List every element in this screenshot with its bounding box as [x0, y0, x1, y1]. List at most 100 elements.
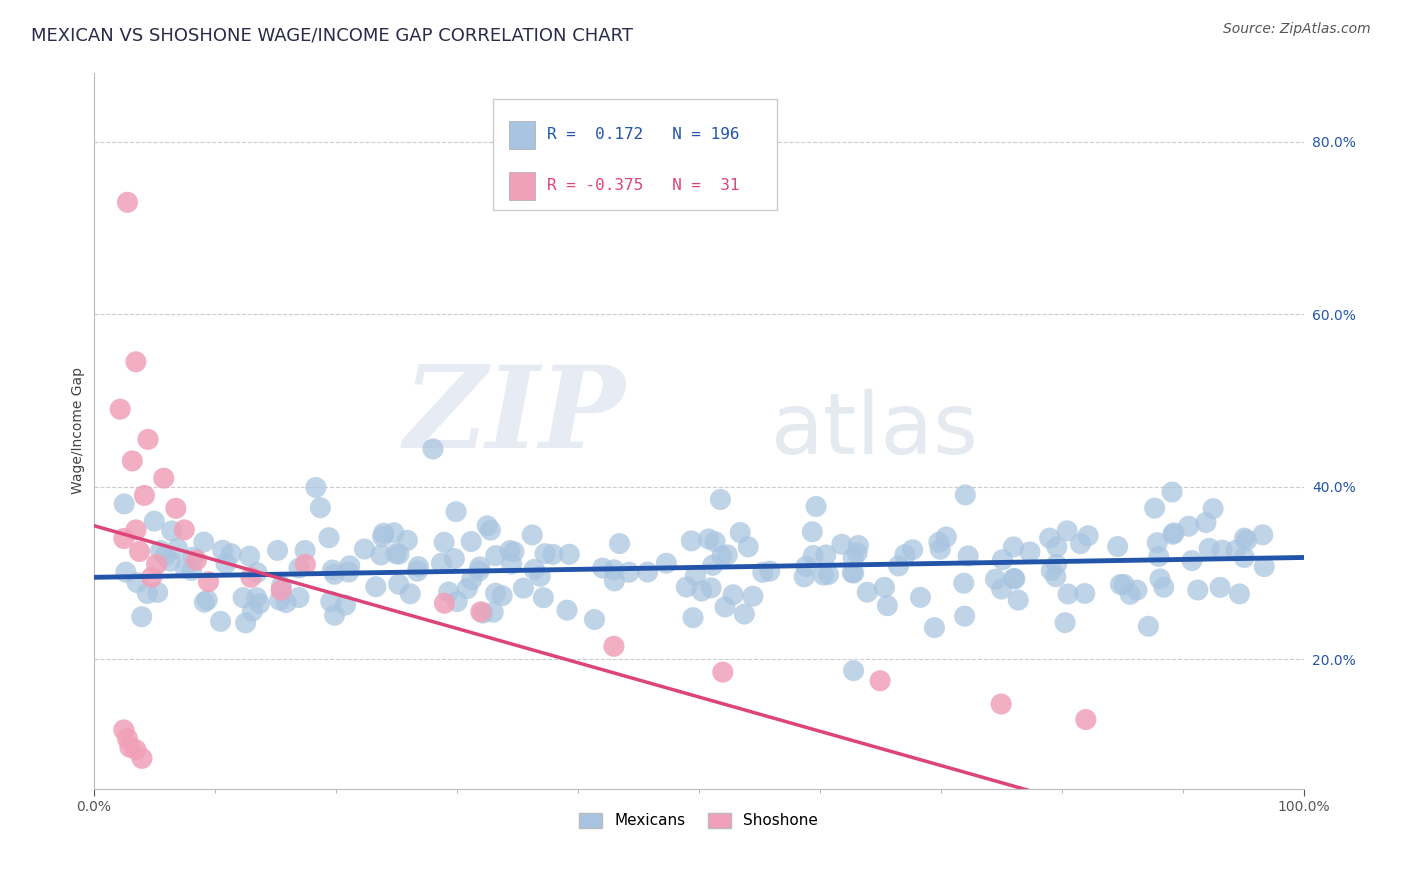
- Point: [141, 570, 163, 584]
- Point: [270, 579, 292, 593]
- Point: [801, 524, 824, 539]
- Point: [149, 543, 172, 558]
- Point: [876, 599, 898, 613]
- Point: [856, 585, 879, 599]
- Point: [1069, 537, 1091, 551]
- Point: [1054, 615, 1077, 630]
- Point: [240, 604, 263, 618]
- Point: [682, 610, 704, 624]
- Point: [704, 534, 727, 549]
- Point: [685, 568, 707, 582]
- Point: [294, 543, 316, 558]
- Point: [555, 603, 578, 617]
- Point: [433, 535, 456, 549]
- Point: [118, 740, 141, 755]
- Point: [209, 615, 232, 629]
- Point: [479, 523, 502, 537]
- Point: [990, 582, 1012, 596]
- Point: [681, 533, 703, 548]
- Point: [1074, 586, 1097, 600]
- Point: [1161, 527, 1184, 541]
- Point: [583, 613, 606, 627]
- Point: [183, 550, 205, 565]
- Point: [928, 535, 950, 549]
- Point: [270, 583, 292, 598]
- Point: [1187, 582, 1209, 597]
- Point: [1002, 572, 1025, 586]
- Point: [935, 530, 957, 544]
- Point: [721, 588, 744, 602]
- Point: [1251, 528, 1274, 542]
- Point: [112, 723, 135, 737]
- Text: ZIP: ZIP: [404, 361, 626, 472]
- Point: [125, 743, 148, 757]
- Point: [894, 548, 917, 562]
- Point: [1229, 587, 1251, 601]
- Point: [1149, 572, 1171, 586]
- Point: [446, 594, 468, 608]
- Point: [339, 558, 361, 573]
- Point: [1045, 558, 1067, 572]
- Point: [737, 540, 759, 554]
- Point: [697, 532, 720, 546]
- Point: [1112, 577, 1135, 591]
- Point: [443, 551, 465, 566]
- Point: [159, 554, 181, 568]
- Point: [541, 547, 564, 561]
- Point: [318, 531, 340, 545]
- Point: [121, 454, 143, 468]
- Point: [174, 561, 197, 575]
- Point: [813, 568, 835, 582]
- Point: [817, 567, 839, 582]
- Point: [901, 542, 924, 557]
- Point: [115, 565, 138, 579]
- Point: [1107, 540, 1129, 554]
- Point: [952, 576, 974, 591]
- Point: [1040, 564, 1063, 578]
- Point: [1119, 587, 1142, 601]
- Point: [1007, 593, 1029, 607]
- Point: [323, 608, 346, 623]
- Point: [131, 751, 153, 765]
- Point: [592, 561, 614, 575]
- Point: [211, 543, 233, 558]
- Point: [709, 492, 731, 507]
- Point: [984, 572, 1007, 586]
- Point: [1045, 570, 1067, 584]
- Point: [1163, 525, 1185, 540]
- Point: [195, 593, 218, 607]
- Point: [603, 640, 626, 654]
- Point: [1046, 540, 1069, 554]
- Point: [321, 563, 343, 577]
- Point: [437, 585, 460, 599]
- Point: [804, 500, 827, 514]
- FancyBboxPatch shape: [494, 99, 778, 211]
- Point: [503, 545, 526, 559]
- Text: MEXICAN VS SHOSHONE WAGE/INCOME GAP CORRELATION CHART: MEXICAN VS SHOSHONE WAGE/INCOME GAP CORR…: [31, 27, 633, 45]
- Point: [1002, 540, 1025, 554]
- Point: [305, 481, 328, 495]
- Point: [794, 559, 817, 574]
- Point: [468, 564, 491, 578]
- Point: [1236, 533, 1258, 548]
- Point: [112, 497, 135, 511]
- Point: [793, 570, 815, 584]
- Point: [166, 541, 188, 556]
- Point: [117, 195, 139, 210]
- Point: [617, 566, 640, 580]
- Point: [112, 532, 135, 546]
- Point: [873, 580, 896, 594]
- Text: atlas: atlas: [772, 389, 979, 472]
- Point: [136, 433, 159, 447]
- Point: [232, 591, 254, 605]
- Point: [499, 543, 522, 558]
- Point: [523, 562, 546, 576]
- Point: [197, 574, 219, 589]
- Point: [143, 514, 166, 528]
- Point: [180, 564, 202, 578]
- Point: [841, 566, 863, 580]
- Point: [269, 593, 291, 607]
- Point: [848, 539, 870, 553]
- Point: [869, 673, 891, 688]
- Point: [136, 586, 159, 600]
